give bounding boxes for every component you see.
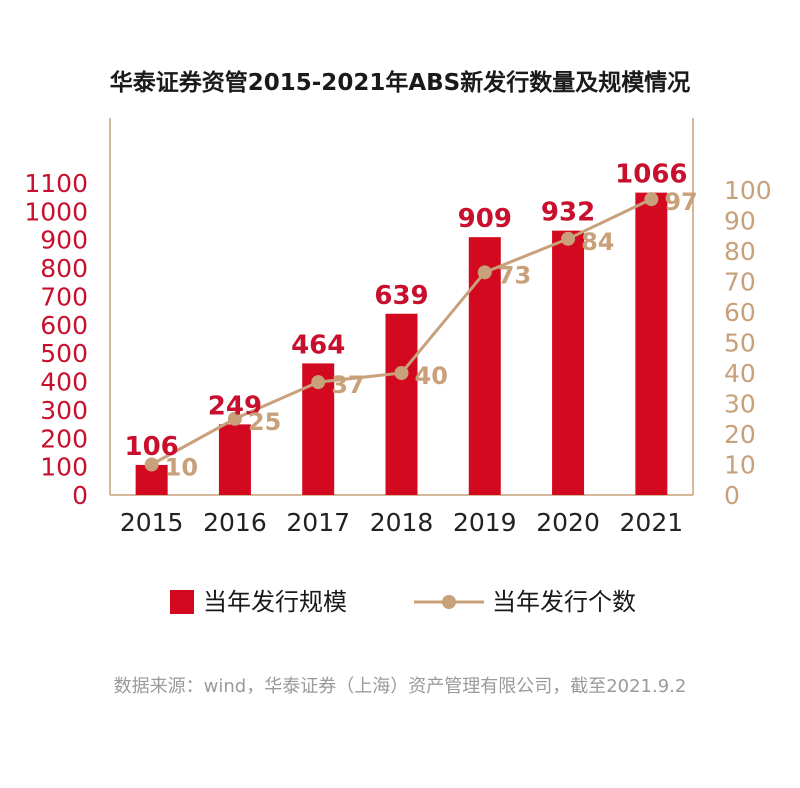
x-tick-label: 2015	[120, 508, 184, 537]
y-left-tick-label: 1000	[24, 197, 88, 226]
x-tick-label: 2020	[536, 508, 600, 537]
bar-value-label: 909	[458, 204, 512, 234]
line-value-label: 37	[331, 371, 364, 399]
y-right-tick-label: 100	[724, 176, 772, 205]
line-point-2021	[644, 192, 659, 207]
y-left-tick-label: 700	[40, 282, 88, 311]
x-tick-label: 2019	[453, 508, 517, 537]
bar-2018	[385, 313, 418, 495]
bar-2016	[218, 424, 251, 495]
source-note: 数据来源：wind，华泰证券（上海）资产管理有限公司，截至2021.9.2	[114, 676, 687, 697]
x-tick-label: 2017	[286, 508, 350, 537]
line-value-label: 97	[664, 188, 697, 216]
bar-value-label: 1066	[615, 160, 687, 190]
y-right-tick-label: 60	[724, 298, 756, 327]
y-right-tick-label: 0	[724, 481, 740, 510]
x-tick-label: 2018	[370, 508, 434, 537]
legend-bar-swatch	[170, 590, 194, 614]
y-left-tick-label: 300	[40, 396, 88, 425]
y-right-tick-label: 10	[724, 451, 756, 480]
y-left-tick-label: 800	[40, 254, 88, 283]
y-left-tick-label: 1100	[24, 169, 88, 198]
y-left-tick-label: 100	[40, 453, 88, 482]
line-value-label: 40	[415, 362, 448, 390]
line-value-label: 73	[498, 261, 531, 289]
x-tick-label: 2016	[203, 508, 267, 537]
y-left-tick-label: 900	[40, 226, 88, 255]
y-left-tick-label: 500	[40, 339, 88, 368]
bar-2019	[468, 237, 501, 495]
y-left-tick-label: 0	[72, 481, 88, 510]
bar-value-label: 932	[541, 198, 595, 228]
legend-line-marker	[442, 595, 456, 609]
line-value-label: 25	[248, 408, 281, 436]
y-right-tick-label: 30	[724, 390, 756, 419]
y-right-tick-label: 90	[724, 207, 756, 236]
y-left-tick-label: 200	[40, 424, 88, 453]
line-point-2019	[477, 265, 492, 280]
bar-value-label: 249	[208, 391, 262, 421]
bar-2020	[552, 230, 585, 495]
y-left-tick-label: 400	[40, 368, 88, 397]
y-right-tick-label: 70	[724, 268, 756, 297]
bar-value-label: 639	[374, 281, 428, 311]
line-point-2018	[394, 366, 409, 380]
y-right-tick-label: 20	[724, 420, 756, 449]
y-left-tick-label: 600	[40, 311, 88, 340]
bar-value-label: 464	[291, 330, 345, 360]
line-value-label: 10	[165, 454, 198, 482]
line-point-2020	[561, 231, 576, 246]
line-point-2015	[144, 457, 159, 472]
line-value-label: 84	[581, 228, 614, 256]
line-point-2017	[311, 375, 326, 390]
legend-line-label: 当年发行个数	[492, 588, 636, 616]
x-tick-label: 2021	[620, 508, 684, 537]
y-right-tick-label: 80	[724, 237, 756, 266]
line-point-2016	[227, 411, 242, 426]
legend-bar-label: 当年发行规模	[203, 588, 347, 616]
y-right-tick-label: 40	[724, 359, 756, 388]
y-right-tick-label: 50	[724, 329, 756, 358]
chart-title: 华泰证券资管2015-2021年ABS新发行数量及规模情况	[110, 69, 690, 96]
bar-value-label: 106	[125, 432, 179, 462]
bar-2021	[635, 192, 668, 496]
